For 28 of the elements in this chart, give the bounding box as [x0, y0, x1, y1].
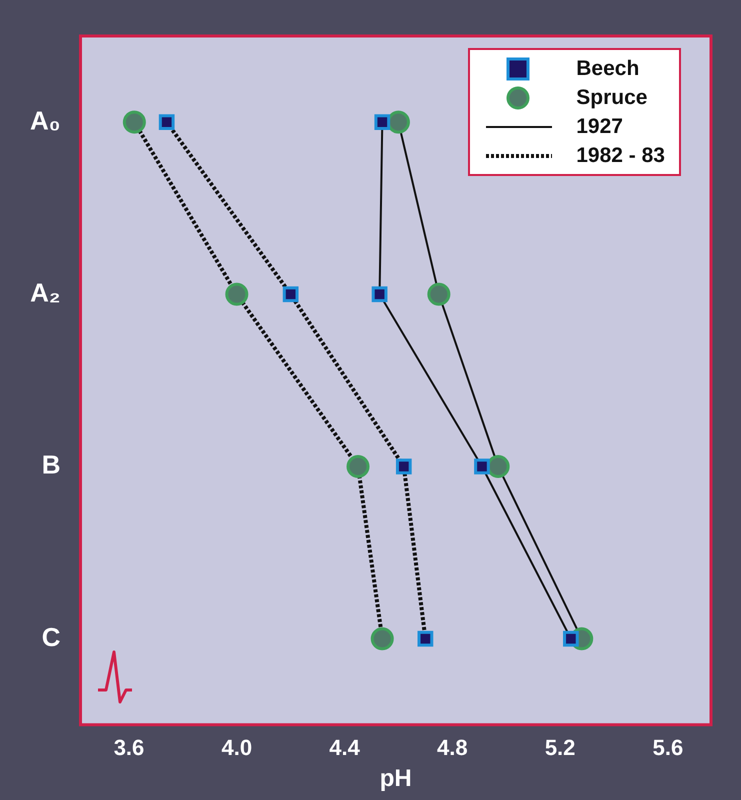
y-tick-label: A₂: [30, 277, 60, 308]
x-tick-label: 4.4: [329, 735, 361, 760]
point: [474, 458, 490, 474]
point: [427, 282, 450, 306]
x-tick-label: 5.2: [544, 735, 576, 760]
point: [225, 282, 248, 306]
y-tick-label: A₀: [30, 105, 60, 136]
point: [122, 110, 146, 134]
x-tick-label: 4.0: [221, 735, 252, 760]
x-tick-label: 3.6: [114, 735, 144, 760]
annotation: 1982 - 83: [576, 144, 665, 168]
point: [346, 455, 370, 478]
point: [396, 458, 412, 474]
point: [370, 627, 394, 650]
y-tick-label: B: [42, 450, 60, 480]
legend-label: Beech: [576, 56, 640, 80]
y-tick-label: C: [42, 622, 61, 652]
point: [158, 114, 175, 130]
annotation: 1927: [576, 114, 623, 138]
x-tick-label: 4.8: [437, 735, 468, 760]
point: [418, 630, 434, 647]
point: [372, 286, 388, 302]
point: [282, 286, 299, 302]
x-axis-title: pH: [380, 765, 412, 792]
point: [374, 114, 390, 130]
x-tick-label: 5.6: [652, 735, 684, 760]
legend-label: Spruce: [576, 86, 648, 110]
point: [563, 630, 579, 647]
